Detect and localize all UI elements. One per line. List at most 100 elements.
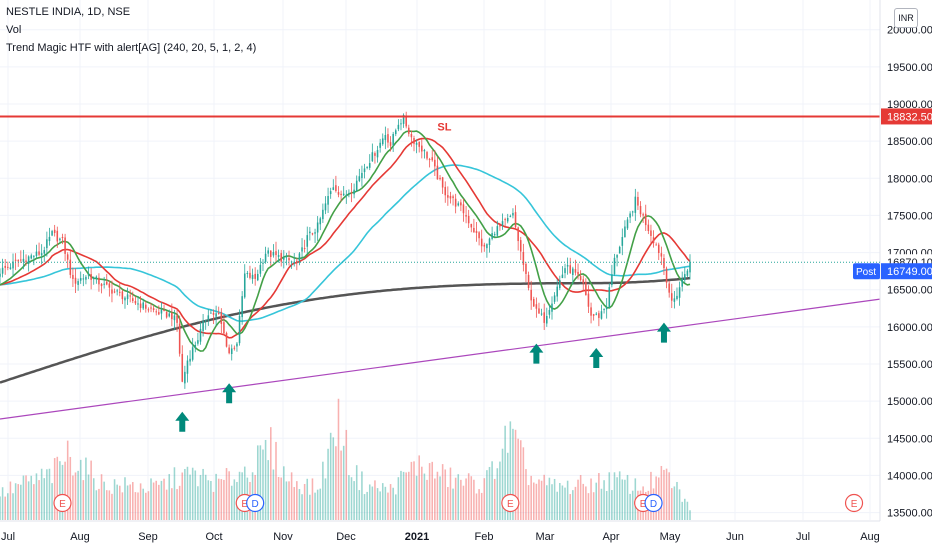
volume-bar <box>465 478 467 520</box>
candle-body <box>590 307 592 316</box>
volume-bar <box>311 478 314 520</box>
time-axis[interactable]: Jul Aug Sep Oct Nov Dec 2021 Feb Mar Apr May Jun Jul… <box>0 520 932 550</box>
volume-bar <box>381 483 384 520</box>
volume-bar <box>475 493 478 520</box>
candle-body <box>129 295 131 297</box>
candle-body <box>142 302 144 309</box>
volume-bar <box>264 439 267 520</box>
candle-body <box>79 278 82 281</box>
candle-body <box>311 233 314 235</box>
volume-bar <box>103 481 105 520</box>
candle-body <box>532 298 535 307</box>
volume-bar <box>79 459 82 520</box>
volume-bar <box>350 477 353 520</box>
candle-body <box>246 272 249 274</box>
volume-bar <box>410 461 413 520</box>
volume-bar <box>389 484 392 520</box>
volume-bar <box>132 482 134 520</box>
volume-bar <box>165 489 168 520</box>
earnings-marker-letter: E <box>851 499 858 510</box>
candle-body <box>400 123 402 125</box>
volume-bar <box>301 494 303 520</box>
volume-bar <box>215 473 217 520</box>
candle-body <box>587 293 590 307</box>
volume-bar <box>483 478 486 520</box>
volume-bar <box>689 510 691 520</box>
volume-bar <box>288 481 290 520</box>
candle-body <box>204 320 207 322</box>
volume-bar <box>564 487 566 520</box>
candle-body <box>397 124 400 130</box>
volume-bar <box>538 479 540 520</box>
volume-bar <box>501 448 504 520</box>
candle-body <box>371 152 374 162</box>
candle-body <box>618 246 621 254</box>
candle-body <box>452 196 454 199</box>
volume-bar <box>108 490 111 520</box>
candle-body <box>285 256 288 258</box>
candle-body <box>439 177 441 180</box>
volume-bar <box>314 492 316 520</box>
volume-bar <box>553 478 556 520</box>
candle-body <box>444 186 447 196</box>
volume-bar <box>69 456 72 520</box>
volume-bar <box>98 488 100 520</box>
volume-bar <box>105 490 108 520</box>
trendline-support[interactable] <box>0 298 881 420</box>
volume-bar <box>7 493 9 520</box>
candle-body <box>506 217 509 222</box>
volume-bar <box>262 449 264 520</box>
volume-bar <box>92 478 95 520</box>
volume-bar <box>506 452 509 520</box>
x-tick-label: 2021 <box>405 531 429 543</box>
candle-body <box>20 259 22 261</box>
y-tick-label: 15000.00 <box>887 396 932 408</box>
candle-body <box>337 192 340 195</box>
volume-bar <box>303 483 306 520</box>
currency-badge[interactable]: INR <box>894 8 918 28</box>
candle-body <box>527 274 530 288</box>
candle-body <box>335 185 337 192</box>
volume-bar <box>457 474 460 520</box>
candle-body <box>51 231 53 236</box>
volume-bar <box>585 486 587 520</box>
volume-bar <box>217 478 220 520</box>
volume-bar <box>223 479 225 520</box>
volume-bar <box>306 478 309 520</box>
volume-bar <box>592 492 595 520</box>
volume-bar <box>171 488 173 520</box>
volume-bar <box>95 490 98 520</box>
candle-body <box>43 250 46 254</box>
volume-bar <box>324 478 327 520</box>
volume-bar <box>480 492 483 520</box>
volume-bar <box>1 487 4 520</box>
volume-bar <box>322 461 324 520</box>
volume-bar <box>577 479 579 520</box>
volume-bar <box>66 440 69 520</box>
volume-bar <box>579 475 582 520</box>
y-tick-label: 16000.00 <box>887 322 932 334</box>
candle-body <box>194 344 197 348</box>
volume-bar <box>681 501 683 520</box>
volume-bar <box>150 478 152 520</box>
ma-50-line <box>0 164 691 323</box>
volume-bar <box>423 473 426 520</box>
candle-body <box>465 215 467 217</box>
candle-body <box>519 240 522 252</box>
volume-bar <box>418 455 420 520</box>
volume-bar <box>613 472 616 520</box>
candle-body <box>525 263 527 274</box>
volume-bar <box>556 491 558 520</box>
candle-body <box>189 358 191 362</box>
candle-body <box>462 204 465 214</box>
candle-body <box>249 272 251 278</box>
volume-bar <box>56 456 59 520</box>
candle-body <box>176 315 178 323</box>
volume-bar <box>519 440 522 520</box>
candle-body <box>473 227 475 233</box>
resistance-line[interactable]: SL <box>0 115 880 133</box>
candle-body <box>650 230 652 236</box>
candle-body <box>546 315 548 324</box>
volume-bar <box>587 493 590 520</box>
